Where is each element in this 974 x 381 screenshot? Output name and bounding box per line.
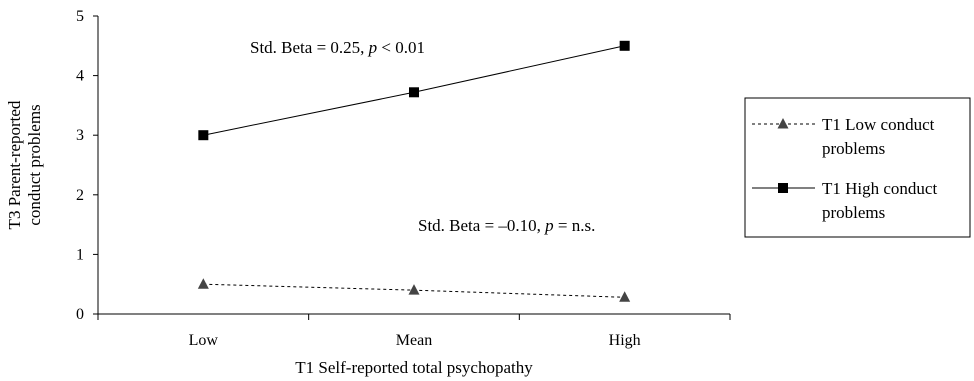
y-axis-title-line: T3 Parent-reported: [5, 100, 24, 229]
annotation: Std. Beta = –0.10, p = n.s.: [418, 216, 595, 235]
data-point: [619, 291, 631, 302]
annotations: Std. Beta = 0.25, p < 0.01 Std. Beta = –0…: [250, 38, 595, 235]
y-tick-label: 1: [76, 246, 84, 263]
data-point: [619, 40, 630, 51]
annotation-suffix: = n.s.: [554, 216, 596, 235]
y-tick-label: 0: [76, 306, 84, 323]
data-point: [197, 278, 209, 289]
x-tick-label: High: [609, 332, 641, 349]
y-axis-title-line: conduct problems: [25, 104, 44, 225]
axes: 0 1 2 3 4 5 Low Mean High T1 Self-reported total …: [5, 8, 731, 377]
x-tick-label: Mean: [396, 332, 432, 349]
annotation-prefix: Std. Beta = –0.10,: [418, 216, 545, 235]
annotation: Std. Beta = 0.25, p < 0.01: [250, 38, 425, 57]
y-tick-label: 3: [76, 127, 84, 144]
legend-marker: [778, 183, 788, 193]
y-axis-title: T3 Parent-reportedconduct problems: [5, 100, 44, 229]
legend-label: problems: [822, 139, 885, 158]
legend-marker: [777, 118, 789, 129]
data-point: [408, 284, 420, 295]
legend-item: T1 High conduct problems: [752, 179, 937, 222]
legend-item: T1 Low conduct problems: [752, 115, 935, 158]
y-tick-label: 5: [76, 8, 84, 25]
data-point: [198, 130, 209, 141]
legend-label: T1 High conduct: [822, 179, 937, 198]
data-point: [409, 87, 419, 98]
annotation-prefix: Std. Beta = 0.25,: [250, 38, 369, 57]
annotation-p: p: [368, 38, 378, 57]
legend: T1 Low conduct problems T1 High conduct pro…: [744, 97, 971, 238]
x-tick-label: Low: [189, 332, 219, 349]
series-layer: [197, 40, 631, 302]
annotation-p: p: [544, 216, 554, 235]
y-tick-label: 2: [76, 187, 84, 204]
annotation-suffix: < 0.01: [377, 38, 425, 57]
series-low: [197, 278, 631, 302]
x-axis-title: T1 Self-reported total psychopathy: [295, 358, 533, 377]
legend-label: T1 Low conduct: [822, 115, 935, 134]
series-high: [198, 40, 630, 141]
legend-label: problems: [822, 203, 885, 222]
y-tick-label: 4: [76, 68, 84, 85]
